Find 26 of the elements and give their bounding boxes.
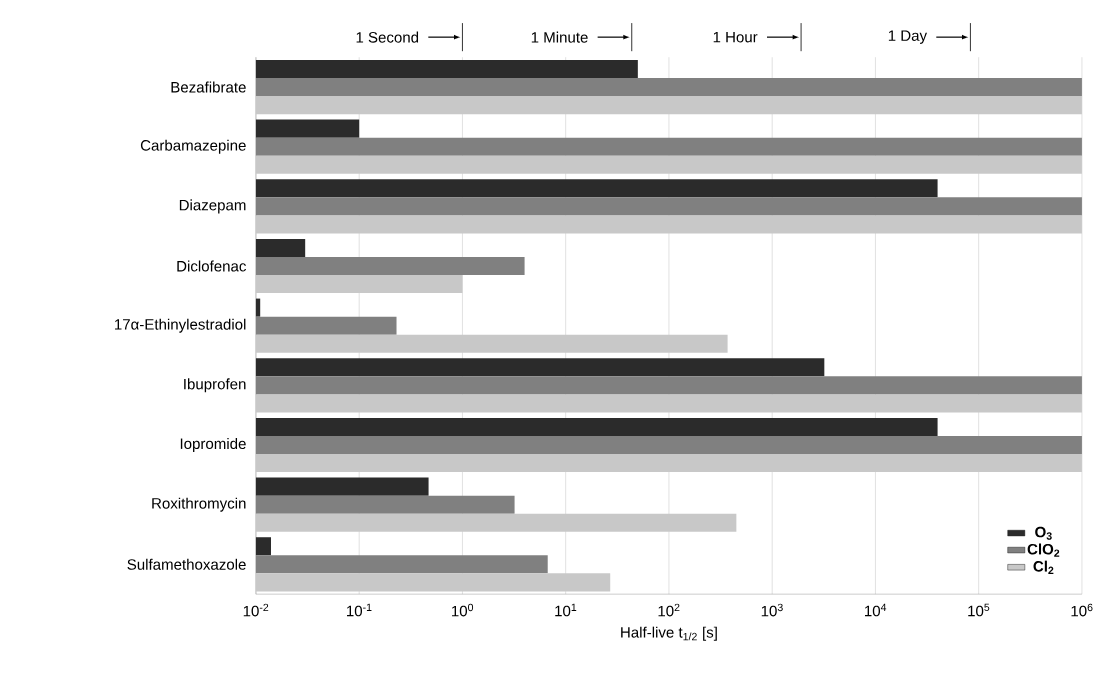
text: 1 Day <box>888 30 928 44</box>
y-tick-label: Sulfamethoxazole <box>127 558 246 570</box>
y-tick-label: 17α-Ethinylestradiol <box>115 318 246 333</box>
y-tick-label: Diclofenac <box>177 260 247 272</box>
y-tick-label: Roxithromycin <box>152 497 246 512</box>
text: 1 Second <box>356 31 419 43</box>
y-tick-label: Carbamazepine <box>140 139 246 154</box>
y-tick-label: Diazepam <box>179 199 246 214</box>
x-tick-label: 10$^{-2}$ <box>243 603 269 617</box>
x-axis-title: Half-live t$_{1/2}$ [s] <box>621 626 717 641</box>
x-tick-label: 10$^{3}$ <box>761 603 783 617</box>
x-tick-label: 10$^{4}$ <box>865 603 887 617</box>
x-tick-label: 10$^{-1}$ <box>347 603 372 617</box>
x-tick-label: 10$^{1}$ <box>555 603 577 617</box>
legend-label: O$_{3}$ <box>1035 526 1052 540</box>
x-tick-label: 10$^{0}$ <box>452 603 474 617</box>
legend-label: ClO$_{2}$ <box>1027 543 1060 557</box>
x-tick-label: 10$^{6}$ <box>1071 603 1093 617</box>
y-tick-label: Bezafibrate <box>171 81 246 93</box>
x-tick-label: 10$^{5}$ <box>968 603 990 617</box>
legend-label: Cl$_{2}$ <box>1033 560 1054 574</box>
y-tick-label: Iopromide <box>180 437 246 452</box>
x-tick-label: 10$^{2}$ <box>658 603 680 617</box>
text: 1 Hour <box>713 31 758 43</box>
text: 1 Minute <box>531 31 588 43</box>
y-tick-label: Ibuprofen <box>184 378 246 393</box>
